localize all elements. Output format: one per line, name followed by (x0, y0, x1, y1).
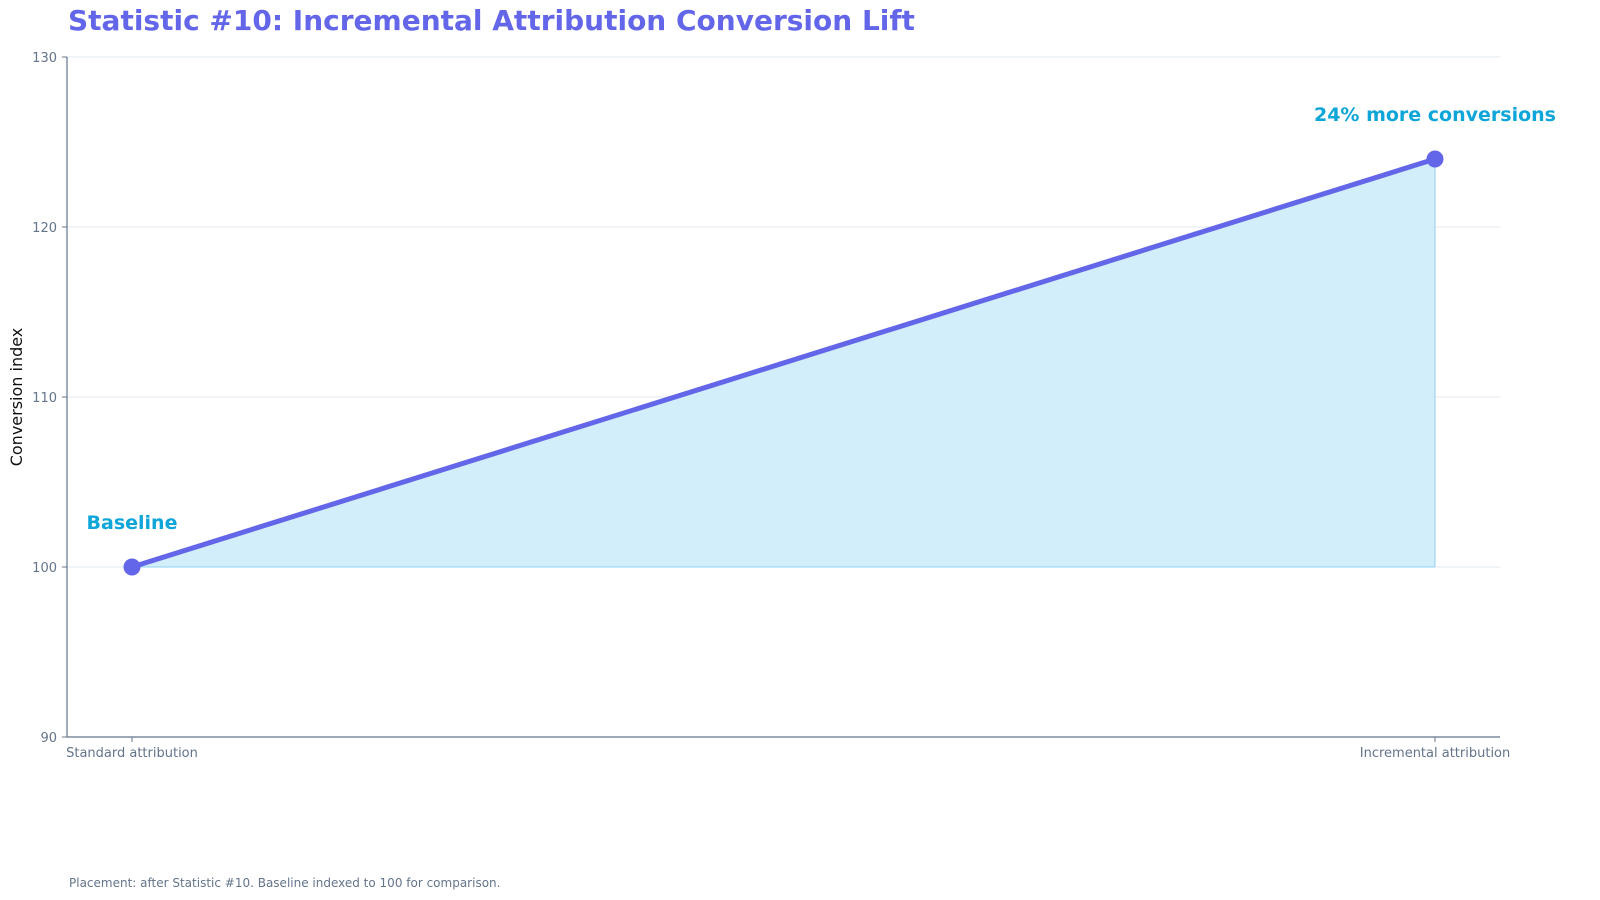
chart-footnote: Placement: after Statistic #10. Baseline… (69, 876, 501, 890)
y-axis-title: Conversion index (7, 328, 26, 467)
data-point (1426, 150, 1444, 168)
y-tick-label: 120 (32, 221, 57, 236)
annotation-label: Baseline (87, 512, 178, 534)
annotation-label: 24% more conversions (1314, 104, 1556, 126)
series-line (129, 156, 1438, 570)
y-tick-label: 130 (32, 51, 57, 66)
data-point (123, 558, 141, 576)
y-tick-label: 90 (40, 731, 57, 746)
y-tick-label: 100 (32, 561, 57, 576)
chart-title: Statistic #10: Incremental Attribution C… (68, 4, 915, 37)
x-tick-label: Incremental attribution (1360, 746, 1511, 761)
x-tick-label: Standard attribution (66, 746, 198, 761)
axes (62, 56, 1500, 742)
data-points (123, 150, 1444, 576)
series-line-group (129, 156, 1438, 570)
y-tick-label: 110 (32, 391, 57, 406)
chart-labels: 90 100 110 120 130 Standard attribution Increm… (7, 51, 1556, 761)
